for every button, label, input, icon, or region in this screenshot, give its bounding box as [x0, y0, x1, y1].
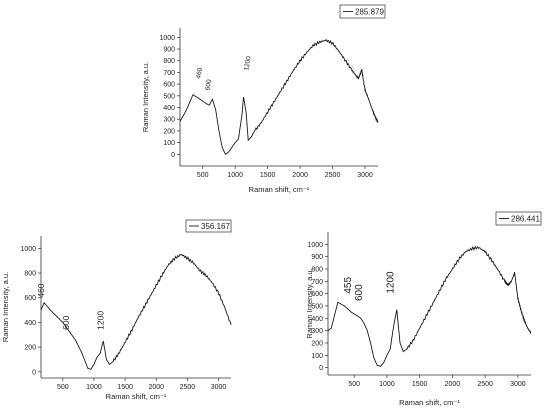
- x-tick-label: 2500: [325, 172, 341, 179]
- x-tick-label: 1500: [117, 384, 133, 391]
- legend: 285.879: [339, 4, 386, 19]
- y-axis-title: Raman Intensity, a.u.: [305, 268, 314, 338]
- legend-box: [339, 4, 386, 19]
- chart-panel-2: 500 1000 1500 2000 2500 3000 0 200 400 600 800 1000…: [1, 219, 232, 401]
- y-tick-label: 0: [171, 152, 175, 159]
- x-tick-label: 2500: [477, 381, 493, 388]
- spectrum-series-line: [327, 245, 532, 368]
- x-tick-label: 1500: [412, 381, 428, 388]
- x-tick-label: 1500: [260, 172, 276, 179]
- y-tick-label: 500: [311, 303, 323, 310]
- x-tick-label: 2500: [180, 384, 196, 391]
- x-tick-label: 500: [57, 384, 69, 391]
- y-tick-label: 600: [24, 295, 36, 302]
- x-tick-label: 1000: [379, 381, 395, 388]
- chart-panel-1: 500 1000 1500 2000 2500 3000 0 100 200 300 400 500 6…: [141, 4, 386, 194]
- peak-label: 460: [195, 67, 204, 79]
- peak-label: 1200: [385, 271, 396, 294]
- x-tick-label: 1000: [227, 172, 243, 179]
- peak-label: 600: [354, 284, 365, 301]
- y-tick-label: 400: [311, 316, 323, 323]
- y-tick-label: 0: [319, 365, 323, 372]
- y-tick-label: 300: [311, 328, 323, 335]
- peak-label: 1200: [95, 311, 105, 330]
- y-tick-label: 200: [163, 128, 175, 135]
- y-tick-label: 1000: [159, 35, 175, 42]
- y-axis-title: Raman Intensity, a.u.: [141, 62, 150, 132]
- x-tick-label: 500: [197, 172, 209, 179]
- y-axis-title: Raman Intensity, a.u.: [1, 272, 10, 342]
- peak-label: 1200: [243, 55, 252, 71]
- legend-label: 286.441: [511, 215, 540, 224]
- legend-box: [495, 211, 542, 226]
- x-tick-label: 3000: [211, 384, 227, 391]
- x-tick-label: 3000: [510, 381, 526, 388]
- y-tick-label: 600: [163, 82, 175, 89]
- y-tick-label: 900: [163, 47, 175, 54]
- y-tick-label: 700: [311, 279, 323, 286]
- legend: 356.167: [185, 219, 232, 233]
- legend-label: 356.167: [201, 222, 230, 231]
- legend: 286.441: [495, 211, 542, 226]
- spectrum-series-line: [179, 38, 379, 155]
- peak-label: 460: [36, 283, 46, 297]
- y-tick-label: 1000: [307, 242, 323, 249]
- y-tick-label: 800: [24, 271, 36, 278]
- y-tick-label: 300: [163, 117, 175, 124]
- x-axis-title: Raman shift, cm⁻¹: [106, 392, 167, 401]
- y-tick-label: 200: [311, 340, 323, 347]
- x-tick-label: 1000: [86, 384, 102, 391]
- y-tick-label: 800: [163, 58, 175, 65]
- y-tick-label: 400: [24, 320, 36, 327]
- y-tick-label: 900: [311, 254, 323, 261]
- spectrum-series-line: [40, 254, 232, 371]
- y-tick-label: 200: [24, 345, 36, 352]
- y-tick-label: 1000: [20, 246, 36, 253]
- x-tick-label: 500: [348, 381, 360, 388]
- x-tick-label: 2000: [148, 384, 164, 391]
- y-tick-label: 0: [32, 369, 36, 376]
- y-tick-label: 600: [311, 291, 323, 298]
- y-tick-label: 400: [163, 105, 175, 112]
- peak-label: 455: [343, 277, 354, 294]
- x-tick-label: 2000: [445, 381, 461, 388]
- peak-label: 600: [61, 315, 71, 329]
- x-axis-title: Raman shift, cm⁻¹: [399, 398, 460, 407]
- y-tick-label: 100: [163, 140, 175, 147]
- chart-panel-3: 500 1000 1500 2000 2500 3000 0 100 200 300 400 500 6…: [305, 211, 542, 407]
- y-tick-label: 100: [311, 353, 323, 360]
- legend-label: 285.879: [355, 8, 384, 17]
- x-axis-title: Raman shift, cm⁻¹: [249, 185, 310, 194]
- y-tick-label: 500: [163, 93, 175, 100]
- peak-label: 600: [204, 79, 213, 91]
- x-tick-label: 3000: [357, 172, 373, 179]
- y-tick-label: 700: [163, 70, 175, 77]
- y-tick-label: 800: [311, 266, 323, 273]
- legend-box: [185, 219, 232, 233]
- x-tick-label: 2000: [292, 172, 308, 179]
